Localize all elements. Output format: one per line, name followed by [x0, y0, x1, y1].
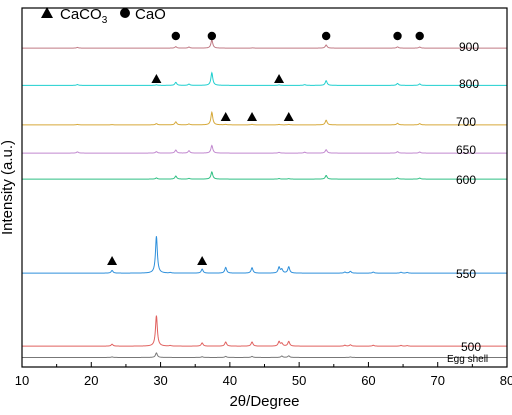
- x-tick-label: 60: [361, 373, 375, 388]
- x-tick-label: 70: [430, 373, 444, 388]
- markers-layer: [107, 31, 424, 265]
- caco3-peak-marker: [220, 112, 231, 121]
- caco3-peak-marker: [247, 112, 258, 121]
- cao-peak-marker: [415, 31, 424, 41]
- x-tick-label: 30: [153, 373, 167, 388]
- series-line-800: [22, 71, 507, 86]
- series-label-600: 600: [456, 173, 476, 187]
- series-label-800: 800: [459, 77, 479, 91]
- caco3-peak-marker: [283, 112, 294, 121]
- series-line-900: [22, 39, 507, 49]
- series-line-550: [22, 236, 507, 274]
- x-tick-label: 50: [292, 373, 306, 388]
- y-axis-label: Intensity (a.u.): [0, 140, 16, 235]
- plot-frame: [21, 7, 508, 368]
- legend-caco3-subscript: 3: [102, 15, 108, 26]
- legend-caco3-text: CaCO: [60, 6, 102, 23]
- series-line-700: [22, 110, 507, 126]
- series-line-500: [22, 315, 507, 347]
- series-label-700: 700: [456, 115, 476, 129]
- legend: CaCO3 CaO: [41, 6, 166, 26]
- x-axis-label: 2θ/Degree: [229, 393, 299, 410]
- series-line-600: [22, 170, 507, 180]
- series-line-650: [22, 144, 507, 154]
- series-layer: [22, 39, 507, 358]
- series-label-egg-shell: Egg shell: [447, 354, 488, 365]
- legend-label-caco3: CaCO3: [60, 6, 108, 26]
- legend-label-cao: CaO: [135, 6, 166, 23]
- caco3-peak-marker: [197, 256, 208, 265]
- legend-triangle-marker: [41, 7, 53, 18]
- x-tick-label: 20: [84, 373, 98, 388]
- cao-peak-marker: [171, 31, 181, 41]
- series-line-egg-shell: [22, 352, 507, 358]
- cao-peak-marker: [393, 31, 402, 41]
- caco3-peak-marker: [274, 74, 285, 83]
- x-tick-label: 10: [15, 373, 29, 388]
- caco3-peak-marker: [107, 256, 118, 265]
- ticks-layer: 10 20 30 40 50 60 70 80: [15, 362, 512, 388]
- caco3-peak-marker: [151, 74, 162, 83]
- x-tick-label: 80: [500, 373, 512, 388]
- series-label-500: 500: [461, 340, 481, 354]
- cao-peak-marker: [321, 31, 331, 41]
- series-label-650: 650: [456, 143, 476, 157]
- legend-circle-marker: [120, 8, 130, 18]
- cao-peak-marker: [207, 31, 217, 41]
- series-label-900: 900: [459, 40, 479, 54]
- series-label-550: 550: [456, 267, 476, 281]
- x-tick-label: 40: [223, 373, 237, 388]
